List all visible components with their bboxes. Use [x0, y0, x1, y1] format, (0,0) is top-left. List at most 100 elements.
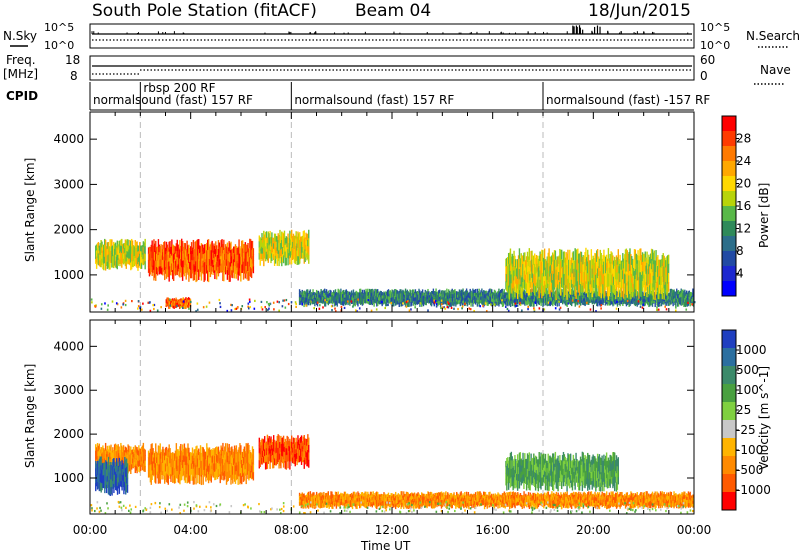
- echo-point: [183, 303, 185, 305]
- echo-point: [241, 305, 243, 307]
- echo-cell: [144, 461, 145, 467]
- echo-point: [390, 302, 392, 304]
- freq-label: Freq.: [6, 53, 36, 67]
- echo-point: [414, 306, 416, 308]
- nsky-panel: [90, 24, 694, 48]
- echo-point: [510, 299, 512, 301]
- echo-point: [341, 306, 343, 308]
- echo-point: [236, 308, 238, 310]
- echo-point: [410, 308, 412, 310]
- nave-label: Nave: [760, 63, 791, 77]
- echo-cell: [529, 248, 530, 260]
- echo-cell: [253, 457, 254, 465]
- echo-point: [521, 309, 523, 311]
- echo-cell: [308, 445, 309, 453]
- echo-point: [456, 299, 458, 301]
- echo-point: [666, 308, 668, 310]
- echo-cell: [144, 261, 145, 269]
- echo-point: [357, 299, 359, 301]
- echo-point: [634, 302, 636, 304]
- freq-tick-low: 8: [70, 69, 78, 83]
- echo-point: [368, 299, 370, 301]
- echo-point: [104, 302, 106, 304]
- echo-point: [137, 307, 139, 309]
- echo-cell: [690, 302, 691, 306]
- echo-point: [219, 299, 221, 301]
- echo-point: [675, 306, 677, 308]
- echo-cell: [193, 240, 194, 251]
- echo-point: [572, 299, 574, 301]
- echo-point: [435, 300, 437, 302]
- echo-cell: [110, 445, 111, 452]
- y-tick-label: 3000: [53, 177, 84, 191]
- echo-point: [659, 304, 661, 306]
- echo-cell: [286, 258, 287, 266]
- echo-point: [479, 305, 481, 307]
- echo-point: [409, 309, 411, 311]
- echo-point: [539, 307, 541, 309]
- echo-point: [687, 302, 689, 304]
- echo-cell: [668, 273, 669, 283]
- echo-point: [94, 305, 96, 307]
- echo-point: [331, 305, 333, 307]
- echo-point: [262, 308, 264, 310]
- echo-point: [182, 307, 184, 309]
- echo-point: [347, 300, 349, 302]
- echo-point: [505, 306, 507, 308]
- echo-cell: [99, 444, 100, 451]
- echo-point: [675, 310, 677, 312]
- echo-point: [301, 303, 303, 305]
- echo-cell: [199, 476, 200, 484]
- cpid-segment-label: rbsp 200 RF: [143, 81, 215, 95]
- echo-cell: [654, 303, 655, 307]
- echo-point: [291, 301, 293, 303]
- echo-point: [305, 300, 307, 302]
- echo-cell: [287, 460, 288, 468]
- echo-point: [549, 304, 551, 306]
- echo-point: [112, 300, 114, 302]
- echo-point: [141, 309, 143, 311]
- echo-cell: [373, 302, 374, 306]
- echo-point: [249, 306, 251, 308]
- echo-point: [176, 305, 178, 307]
- echo-cell: [308, 247, 309, 256]
- cpid-segment-label: normalsound (fast) 157 RF: [294, 93, 454, 107]
- echo-point: [254, 300, 256, 302]
- echo-cell: [591, 249, 592, 260]
- echo-point: [534, 309, 536, 311]
- echo-point: [664, 306, 666, 308]
- echo-point: [519, 302, 521, 304]
- echo-cell: [252, 241, 253, 249]
- echo-cell: [668, 255, 669, 265]
- echo-cell: [386, 302, 387, 306]
- echo-point: [264, 306, 266, 308]
- nsearch-label: N.Search: [746, 29, 800, 43]
- echo-point: [231, 309, 233, 311]
- echo-point: [494, 304, 496, 306]
- echo-point: [515, 303, 517, 305]
- echo-point: [266, 301, 268, 303]
- echo-point: [516, 305, 518, 307]
- echo-cell: [558, 302, 559, 306]
- echo-point: [122, 303, 124, 305]
- echo-point: [601, 304, 603, 306]
- echo-point: [324, 299, 326, 301]
- echo-point: [273, 308, 275, 310]
- nsearch-tick-low: 10^0: [700, 39, 730, 52]
- echo-point: [319, 308, 321, 310]
- echo-point: [656, 306, 658, 308]
- echo-cell: [654, 250, 655, 260]
- echo-point: [295, 301, 297, 303]
- echo-cell: [621, 287, 622, 296]
- echo-point: [451, 307, 453, 309]
- echo-point: [427, 309, 429, 311]
- echo-cell: [308, 438, 309, 446]
- echo-point: [439, 299, 441, 301]
- echo-cell: [617, 303, 618, 307]
- echo-point: [288, 303, 290, 305]
- echo-point: [317, 302, 319, 304]
- echo-cell: [308, 255, 309, 264]
